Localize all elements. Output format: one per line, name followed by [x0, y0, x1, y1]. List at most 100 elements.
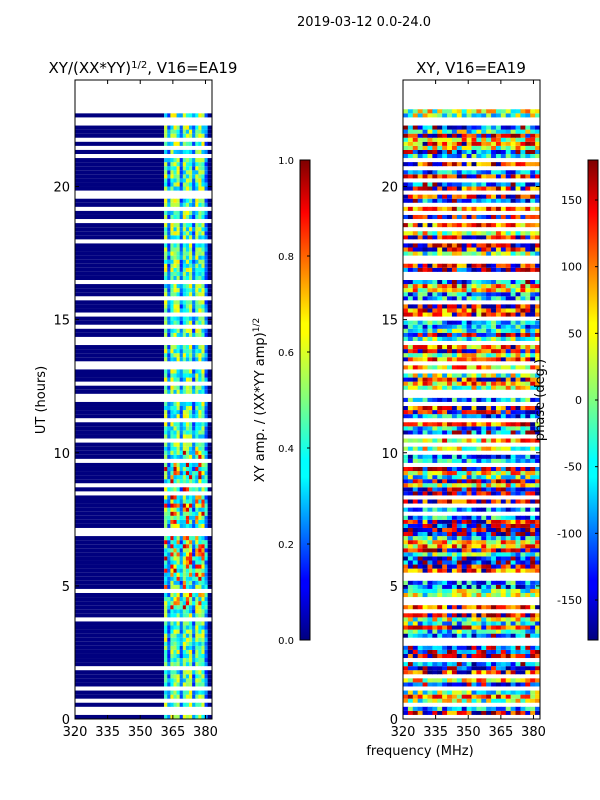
heat-cell [170, 162, 174, 167]
heat-cell [530, 544, 536, 549]
heat-cell [185, 141, 190, 146]
heat-cell [437, 499, 443, 504]
heat-cell [204, 714, 209, 719]
heat-cell [500, 385, 507, 390]
heat-cell [530, 613, 536, 618]
heat-cell [403, 483, 409, 488]
heat-cell [189, 576, 193, 581]
heat-cell [427, 284, 433, 289]
heat-cell [198, 430, 202, 435]
heat-cell [466, 235, 472, 240]
heat-cell [525, 515, 531, 520]
heat-cell [403, 345, 409, 350]
heat-cell [432, 466, 438, 472]
heat-cell [471, 422, 477, 427]
heat-cell [495, 385, 502, 390]
heat-cell [179, 568, 184, 573]
heat-cell [530, 710, 536, 715]
heat-cell [491, 349, 497, 354]
heat-cell [530, 653, 536, 659]
y-tick-label: 5 [62, 580, 70, 595]
heat-cell [75, 564, 165, 569]
heat-cell [515, 324, 521, 329]
heat-cell [437, 292, 443, 297]
heat-cell [407, 621, 414, 626]
heat-cell [500, 137, 507, 142]
heat-cell [471, 430, 477, 435]
heat-cell [192, 401, 196, 407]
heat-cell [170, 263, 174, 268]
heat-cell [189, 702, 193, 707]
heat-cell [520, 548, 526, 553]
heat-cell [437, 214, 443, 220]
heat-cell [192, 353, 196, 358]
heat-cell [432, 149, 438, 154]
heat-cell [456, 678, 463, 683]
heat-cell [412, 690, 419, 695]
heat-cell [201, 471, 206, 476]
heat-cell [442, 280, 448, 285]
heat-cell [437, 532, 443, 537]
heat-cell [170, 495, 174, 500]
heat-cell [403, 129, 409, 134]
heat-cell [412, 304, 419, 309]
heat-cell [432, 247, 438, 252]
heat-cell [179, 210, 184, 215]
heat-cell [407, 328, 414, 333]
heat-cell [170, 515, 174, 520]
heat-cell [466, 174, 472, 179]
heat-cell [173, 479, 178, 484]
heat-cell [207, 332, 212, 337]
heat-cell [471, 471, 477, 476]
heat-cell [476, 345, 482, 350]
heat-cell [179, 275, 184, 281]
heat-cell [167, 597, 171, 602]
heat-cell [486, 162, 492, 167]
heat-cell [417, 328, 424, 333]
heat-cell [471, 454, 477, 459]
heat-cell [207, 247, 212, 252]
heat-cell [442, 564, 448, 569]
heat-cell [417, 471, 424, 476]
heat-cell [189, 275, 193, 281]
heat-cell [182, 255, 187, 260]
heat-cell [491, 243, 497, 248]
heat-cell [427, 507, 433, 512]
heat-cell [447, 308, 453, 313]
heat-cell [198, 170, 202, 175]
heat-cell [207, 576, 212, 581]
heat-cell [201, 499, 206, 504]
heat-cell [442, 690, 448, 695]
heat-cell [403, 536, 409, 541]
heat-cell [476, 682, 482, 687]
heat-cell [495, 247, 502, 252]
heat-cell [427, 320, 433, 325]
heat-cell [461, 507, 468, 512]
heat-cell [456, 145, 463, 150]
heat-cell [164, 625, 168, 630]
heat-cell [185, 243, 190, 248]
heat-cell [207, 288, 212, 293]
heat-cell [535, 162, 540, 167]
heat-cell [486, 280, 492, 285]
heat-cell [437, 438, 443, 443]
heat-cell [412, 479, 419, 484]
heat-cell [412, 109, 419, 114]
heat-cell [179, 373, 184, 378]
heat-cell [179, 495, 184, 500]
heat-cell [412, 243, 419, 248]
heat-cell [466, 544, 472, 549]
heat-cell [422, 438, 428, 443]
heat-cell [403, 206, 409, 211]
heat-cell [167, 223, 171, 228]
heat-cell [201, 210, 206, 215]
heat-cell [505, 214, 512, 220]
heat-cell [189, 141, 193, 146]
heat-cell [417, 548, 424, 553]
heat-cell [164, 580, 168, 585]
heat-cell [179, 406, 184, 411]
heat-cell [461, 186, 468, 191]
heat-cell [505, 548, 512, 553]
heat-cell [75, 406, 165, 411]
heat-cell [75, 125, 165, 130]
